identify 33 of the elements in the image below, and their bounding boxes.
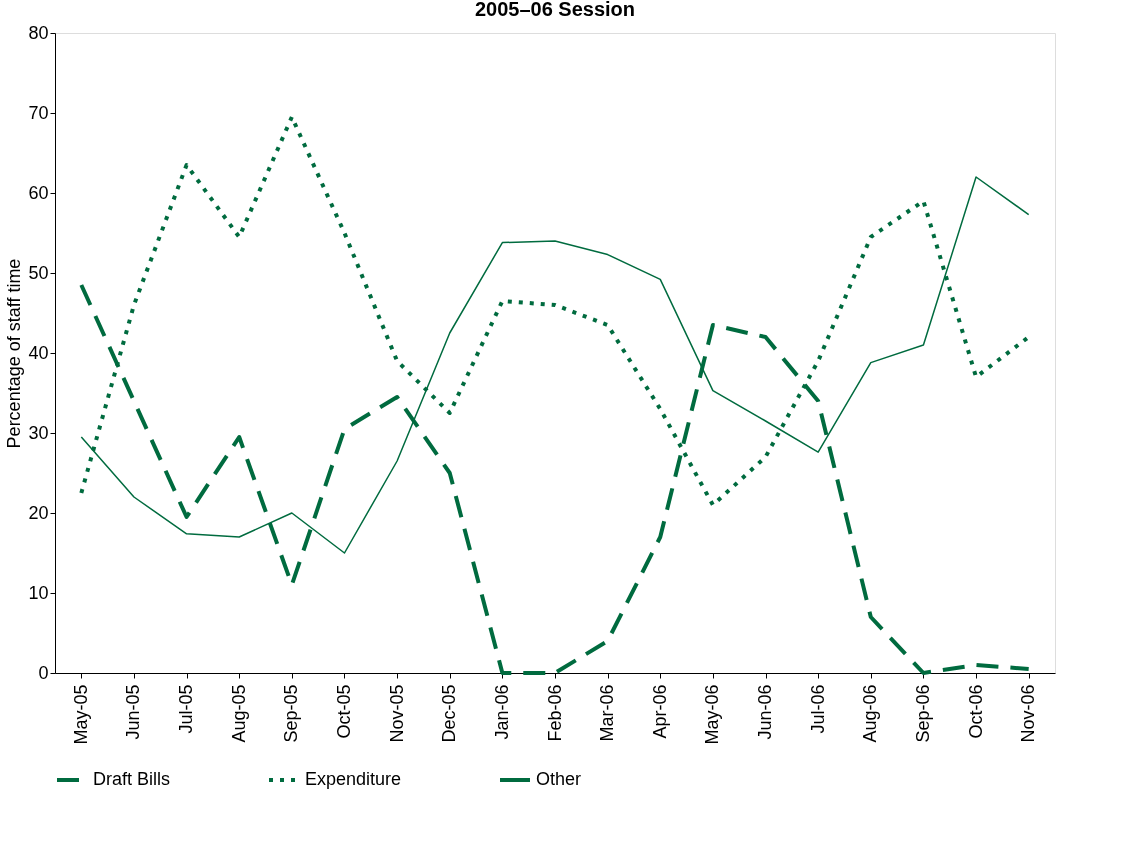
x-tick-label: Jan-06: [491, 684, 512, 740]
x-tick-label: Oct-06: [965, 684, 986, 739]
y-tick-label: 10: [28, 582, 49, 603]
y-tick-label: 20: [28, 502, 49, 523]
chart-title: 2005–06 Session: [474, 0, 636, 20]
x-tick-label: Dec-05: [439, 684, 460, 743]
legend-label: Other: [536, 769, 582, 789]
y-tick-label: 60: [28, 182, 49, 203]
x-tick-label: Oct-05: [333, 684, 354, 739]
x-tick-label: Jul-06: [807, 684, 828, 734]
x-tick-label: Aug-06: [860, 684, 881, 743]
y-tick-label: 80: [28, 22, 49, 43]
x-tick-label: Feb-06: [544, 684, 565, 742]
x-tick-label: Nov-06: [1018, 684, 1039, 743]
y-tick-label: 50: [28, 262, 49, 283]
x-tick-label: Jun-05: [123, 684, 144, 740]
y-axis-title: Percentage of staff time: [4, 258, 25, 449]
x-tick-label: Sep-06: [912, 684, 933, 743]
x-tick-label: May-05: [70, 684, 91, 745]
x-tick-label: Mar-06: [597, 684, 618, 742]
x-tick-label: Sep-05: [281, 684, 302, 743]
x-tick-label: Jun-06: [755, 684, 776, 740]
x-tick-label: Aug-05: [228, 684, 249, 743]
x-tick-label: Apr-06: [649, 684, 670, 739]
y-tick-label: 30: [28, 422, 49, 443]
x-tick-label: Nov-05: [386, 684, 407, 743]
x-tick-label: May-06: [702, 684, 723, 745]
legend-label: Draft Bills: [93, 769, 171, 789]
legend-label: Expenditure: [305, 769, 402, 789]
y-tick-label: 70: [28, 102, 49, 123]
x-tick-label: Jul-05: [176, 684, 197, 734]
y-tick-label: 40: [28, 342, 49, 363]
y-tick-label: 0: [38, 662, 49, 683]
